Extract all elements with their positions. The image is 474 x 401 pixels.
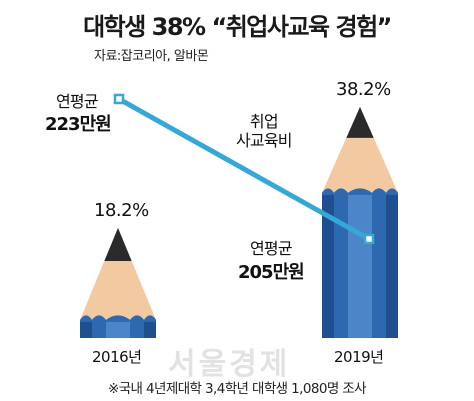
pencil-facet-left-2016 — [80, 319, 92, 338]
salary-value-2016: 223만원 — [45, 114, 112, 135]
salary-point-2019 — [363, 233, 375, 245]
bar-label-2019: 38.2% — [336, 78, 391, 100]
pencil-facet-left-2019 — [322, 192, 334, 338]
series-name-label: 취업 사교육비 — [236, 112, 292, 150]
pencil-lead-2016 — [104, 227, 132, 262]
chart-title: 대학생 38% “취업사교육 경험” — [83, 13, 392, 41]
bar-label-2016: 18.2% — [94, 199, 149, 221]
pencil-wood-2016 — [80, 261, 156, 320]
pencil-facet-right-2016 — [144, 319, 156, 338]
series-name-line1: 취업 — [249, 112, 279, 131]
salary-prefix-2019: 연평균 — [250, 239, 293, 258]
salary-point-2016 — [113, 93, 125, 105]
watermark: 서울경제 — [168, 347, 291, 382]
pencil-shoulder-2016 — [80, 315, 156, 322]
pencil-shoulder-2019 — [322, 188, 398, 195]
pencil-facet-mid-2016 — [106, 319, 130, 338]
x-tick-2016: 2016년 — [92, 348, 142, 366]
x-tick-2019: 2019년 — [334, 348, 384, 366]
salary-prefix-2016: 연평균 — [56, 92, 99, 111]
series-name-line2: 사교육비 — [236, 131, 292, 150]
pencil-facet-mid-2019 — [348, 192, 372, 338]
pencil-lead-2019 — [346, 106, 374, 138]
footnote: ※국내 4년제대학 3,4학년 대학생 1,080명 조사 — [108, 381, 367, 397]
salary-line — [117, 96, 371, 242]
pencil-facet-right-2019 — [386, 192, 398, 338]
salary-value-2019: 205만원 — [238, 262, 305, 283]
source-text: 자료:잡코리아, 알바몬 — [94, 49, 209, 64]
pencil-wood-2019 — [322, 137, 398, 193]
